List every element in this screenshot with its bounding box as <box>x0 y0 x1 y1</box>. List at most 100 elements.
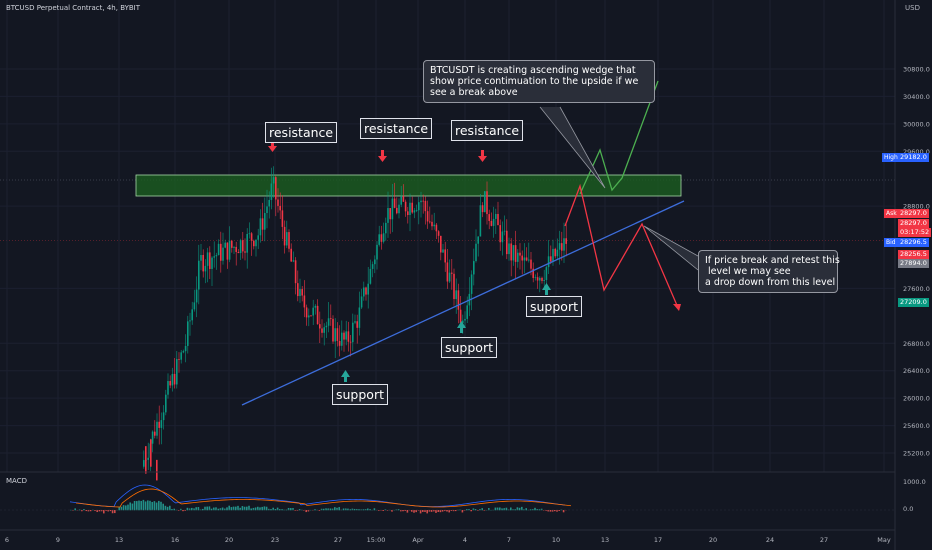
candle <box>327 302 330 333</box>
candle <box>512 245 515 266</box>
candle <box>237 249 240 254</box>
macd-histogram-bar <box>556 510 558 512</box>
retest-callout[interactable]: If price break and retest this level we … <box>698 250 840 293</box>
symbol-title[interactable]: BTCUSD Perpetual Contract, 4h, BYBIT <box>6 4 141 12</box>
macd-histogram-bar <box>94 510 96 511</box>
macd-histogram-bar <box>534 507 536 511</box>
candle <box>325 321 328 339</box>
macd-histogram-bar <box>419 510 422 514</box>
time-axis[interactable]: 6 9 13 16 20 23 27 15:00 Apr 4 7 10 13 17 20 24 27 May <box>5 536 891 544</box>
candle <box>193 289 196 312</box>
time-tick-label: 27 <box>334 536 342 544</box>
macd-histogram-bar <box>103 510 105 514</box>
time-tick-label: 17 <box>654 536 662 544</box>
macd-histogram-bar <box>501 508 503 511</box>
macd-histogram-bar <box>274 508 277 511</box>
macd-histogram-bar <box>221 507 224 511</box>
macd-histogram-bar <box>287 507 290 511</box>
candle <box>398 198 400 219</box>
macd-histogram-bar <box>536 509 538 511</box>
candle <box>226 242 229 269</box>
macd-histogram-bar <box>422 510 424 512</box>
candle <box>268 191 270 219</box>
price-axis[interactable]: 30800.0 30400.0 30000.0 29600.0 28800.0 27600… <box>903 66 930 514</box>
macd-histogram-bar <box>149 500 151 511</box>
macd-histogram-bar <box>105 510 107 511</box>
macd-histogram-bar <box>452 510 455 512</box>
candle <box>389 207 391 234</box>
macd-histogram-bar <box>270 509 272 511</box>
candle <box>184 334 187 363</box>
candle <box>297 270 299 302</box>
resistance-arrow-1 <box>268 140 277 152</box>
candle <box>180 350 182 364</box>
macd-histogram-bar <box>540 508 543 511</box>
candle <box>213 241 215 268</box>
price-tick-label: 29600.0 <box>903 148 930 156</box>
candle <box>561 231 563 261</box>
candle <box>424 196 427 225</box>
candle <box>440 235 442 261</box>
macd-histogram-bar <box>358 509 360 511</box>
candle <box>477 236 479 257</box>
macd-histogram-bar <box>411 510 413 512</box>
macd-histogram-bar <box>558 510 560 511</box>
resistance-label-3[interactable]: resistance <box>451 120 524 141</box>
time-tick-label: 20 <box>225 536 233 544</box>
callout-right-pointer <box>643 225 699 271</box>
support-arrow-1 <box>341 370 350 382</box>
macd-histogram-bar <box>439 510 442 513</box>
macd-histogram-bar <box>547 510 549 512</box>
macd-histogram-bar <box>129 502 131 511</box>
macd-histogram-bar <box>435 510 437 513</box>
support-label-3[interactable]: support <box>526 296 582 317</box>
price-tick-label: 30800.0 <box>903 66 930 74</box>
support-label-2[interactable]: support <box>441 337 497 358</box>
macd-histogram-bar <box>338 507 340 511</box>
macd-histogram-bar <box>265 506 268 511</box>
macd-histogram-bar <box>151 501 153 511</box>
macd-histogram-bar <box>549 510 552 512</box>
macd-histogram-bar <box>276 507 279 511</box>
candle <box>510 238 512 277</box>
candle <box>422 194 424 214</box>
wedge-callout[interactable]: BTCUSDT is creating ascending wedge that… <box>423 60 655 103</box>
time-tick-label: 16 <box>171 536 179 544</box>
candle <box>345 320 347 346</box>
candle <box>176 350 178 389</box>
macd-histogram-bar <box>334 507 336 511</box>
candle <box>330 304 332 326</box>
time-tick-label: Apr <box>412 536 424 544</box>
candle <box>349 335 352 357</box>
candle <box>473 248 475 286</box>
macd-histogram-bar <box>521 506 523 511</box>
macd-histogram-bar <box>290 508 292 511</box>
macd-histogram-bar <box>499 507 501 511</box>
macd-histogram-bar <box>204 506 206 511</box>
candle <box>404 199 407 217</box>
macd-histogram-bar <box>162 503 164 511</box>
candle <box>257 228 259 250</box>
candle <box>204 259 207 284</box>
candle <box>407 206 409 224</box>
candle <box>400 185 402 208</box>
macd-indicator-label[interactable]: MACD <box>6 477 27 485</box>
candle <box>341 320 343 351</box>
candle <box>420 191 422 218</box>
time-tick-label: 13 <box>601 536 609 544</box>
candle <box>437 230 440 243</box>
macd-histogram-bar <box>120 506 123 511</box>
price-tick-label: 30400.0 <box>903 93 930 101</box>
candle <box>365 286 367 301</box>
price-tick-label: 30000.0 <box>903 120 930 128</box>
resistance-label-2[interactable]: resistance <box>360 118 433 139</box>
support-label-1[interactable]: support <box>332 384 388 405</box>
resistance-label-1[interactable]: resistance <box>265 122 338 143</box>
candle <box>556 238 559 260</box>
macd-histogram-bar <box>241 506 244 511</box>
candle <box>490 212 493 227</box>
macd-histogram-bar <box>391 510 393 512</box>
resistance-arrow-3 <box>478 150 487 162</box>
candle <box>521 250 523 275</box>
time-tick-label: 23 <box>271 536 279 544</box>
